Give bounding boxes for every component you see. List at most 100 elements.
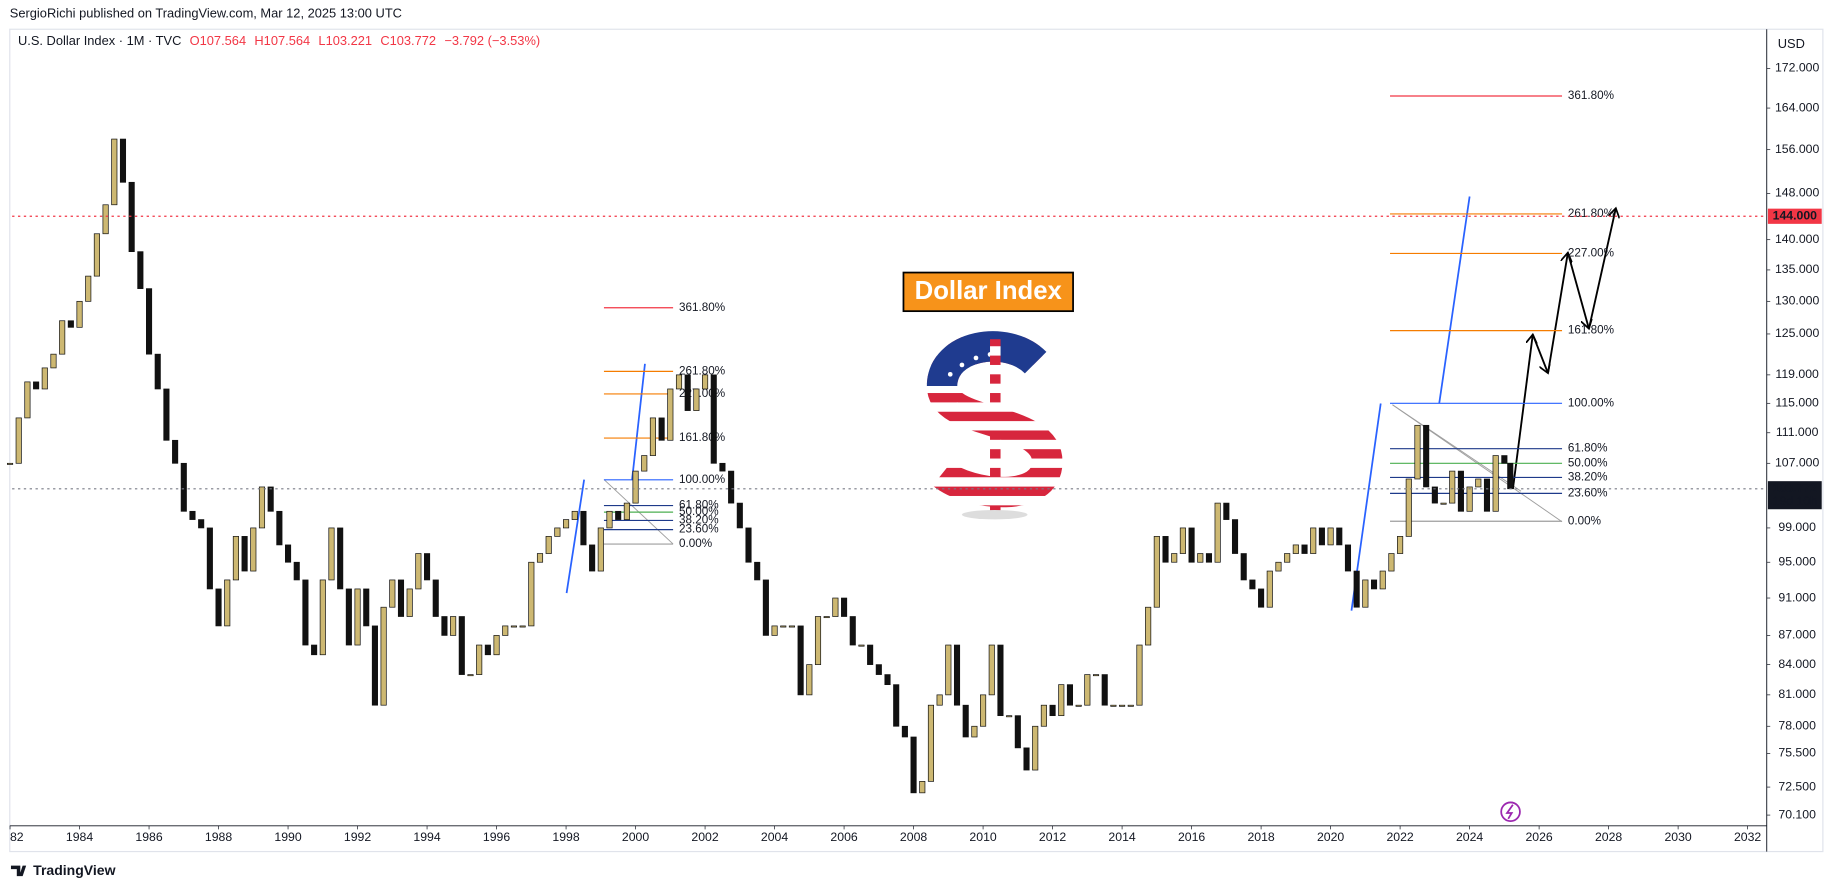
ohlc-high: H107.564 xyxy=(254,34,310,49)
candle xyxy=(6,462,14,465)
candle xyxy=(606,510,613,529)
candle xyxy=(371,625,378,706)
candle xyxy=(1197,553,1204,563)
candle xyxy=(467,674,474,677)
symbol: U.S. Dollar Index · 1M · TVC xyxy=(18,34,181,49)
x-tick-label: 2000 xyxy=(622,830,649,844)
flash-icon xyxy=(1500,801,1521,823)
y-tick-label: 81.000 xyxy=(1778,687,1816,701)
candle xyxy=(1145,606,1152,646)
candle xyxy=(1119,704,1126,707)
candle xyxy=(1240,553,1247,581)
candle xyxy=(267,486,274,512)
candle xyxy=(24,381,31,419)
candle xyxy=(684,374,691,411)
candle xyxy=(154,353,161,390)
candle xyxy=(328,527,335,581)
candle xyxy=(901,725,908,738)
x-tick-label: 2020 xyxy=(1317,830,1344,844)
candle xyxy=(76,300,83,328)
x-tick-label: 2014 xyxy=(1108,830,1135,844)
candle xyxy=(250,527,257,572)
y-tick-label: 148.000 xyxy=(1775,186,1820,200)
y-tick-label: 87.000 xyxy=(1778,628,1816,642)
candle xyxy=(1457,470,1464,512)
candle xyxy=(215,588,222,627)
candle xyxy=(1258,588,1265,608)
candle xyxy=(380,606,387,706)
price-label: 103.772 xyxy=(1773,481,1818,495)
y-tick-label: 125.000 xyxy=(1775,326,1820,340)
candle xyxy=(658,417,665,441)
y-tick-label: 84.000 xyxy=(1778,657,1816,671)
candle xyxy=(919,781,926,794)
candle xyxy=(693,388,700,411)
footer: TradingView xyxy=(10,862,116,878)
fib-label: 50.00% xyxy=(679,505,719,518)
candle xyxy=(623,502,630,520)
candle xyxy=(502,625,509,636)
candle xyxy=(528,561,535,627)
candle xyxy=(285,544,292,563)
candle xyxy=(163,388,170,441)
candle xyxy=(571,510,578,520)
candle xyxy=(85,275,92,302)
candle xyxy=(119,138,127,183)
x-tick-label: 1994 xyxy=(413,830,440,844)
fib-label: 23.60% xyxy=(679,523,719,536)
candle xyxy=(1040,704,1047,727)
fib-label: 0.00% xyxy=(1568,514,1601,527)
ohlc-close: C103.772 xyxy=(380,34,436,49)
countdown-label: 19d 10h xyxy=(1773,494,1818,508)
candle xyxy=(493,635,500,656)
candle xyxy=(797,625,804,696)
candle xyxy=(632,470,639,504)
x-tick-label: 1992 xyxy=(344,830,371,844)
candle xyxy=(1171,553,1178,563)
shadow xyxy=(961,510,1028,520)
candle xyxy=(1049,704,1056,717)
y-tick-label: 78.000 xyxy=(1778,719,1816,733)
ohlc-low: L103.221 xyxy=(318,34,372,49)
candle xyxy=(1483,478,1491,512)
plot-frame xyxy=(9,28,1824,853)
y-tick-label: 135.000 xyxy=(1775,262,1820,276)
trend-line xyxy=(565,479,585,594)
x-tick-label: 2026 xyxy=(1525,830,1552,844)
currency: USD xyxy=(1778,36,1805,51)
candle xyxy=(189,510,196,520)
arrow xyxy=(1566,252,1589,329)
candle xyxy=(1023,747,1030,771)
candle xyxy=(788,625,795,628)
arrow xyxy=(1547,253,1568,374)
candle xyxy=(1275,561,1282,572)
candle xyxy=(1205,553,1213,563)
trend-line xyxy=(1438,196,1471,404)
x-tick-label: 1988 xyxy=(205,830,232,844)
fib-label: 361.80% xyxy=(679,301,725,314)
candle xyxy=(198,519,205,529)
candle xyxy=(823,616,830,619)
x-tick-label: 1998 xyxy=(552,830,579,844)
fib-label: 100.00% xyxy=(679,473,725,486)
x-tick-label: 82 xyxy=(10,830,24,844)
symbol-line: U.S. Dollar Index · 1M · TVC O107.564 H1… xyxy=(18,34,540,49)
frame xyxy=(9,28,1824,853)
candle xyxy=(441,616,448,636)
dollar-bar xyxy=(990,339,1001,515)
candle xyxy=(1101,674,1108,706)
candle xyxy=(1327,527,1334,546)
price-label: 144.000 xyxy=(1773,208,1818,222)
candle xyxy=(702,374,709,390)
x-tick-label: 2008 xyxy=(900,830,927,844)
x-tick-label: 2010 xyxy=(969,830,996,844)
candle xyxy=(41,367,48,390)
candle xyxy=(988,644,995,696)
candle xyxy=(67,320,74,328)
candle xyxy=(841,597,848,617)
y-tick-label: 140.000 xyxy=(1775,232,1820,246)
candle xyxy=(1162,536,1169,563)
candle xyxy=(814,616,822,665)
candle xyxy=(1179,527,1186,554)
